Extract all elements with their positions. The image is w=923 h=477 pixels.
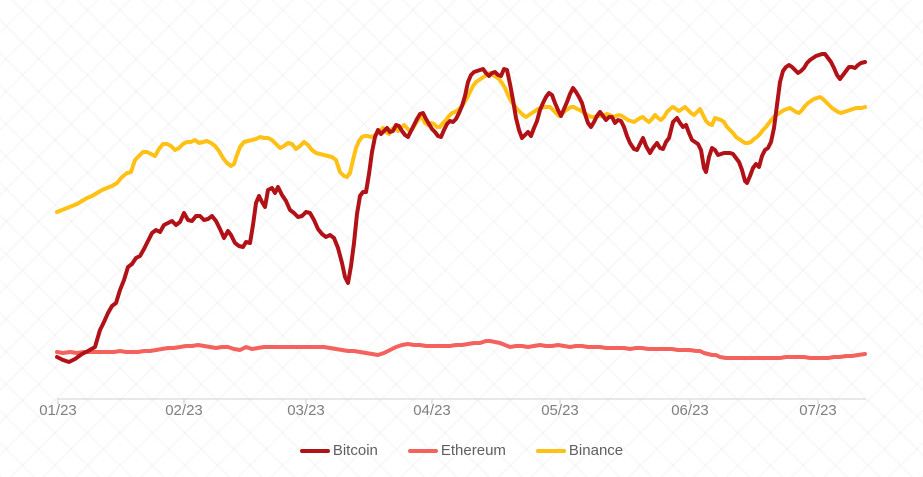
legend-marker-binance	[535, 449, 566, 453]
legend-marker-ethereum	[407, 449, 438, 453]
series-line-binance	[55, 71, 867, 214]
x-axis-label: 04/23	[413, 402, 451, 419]
legend-label: Bitcoin	[332, 442, 378, 459]
x-axis-label: 02/23	[165, 402, 203, 419]
series-line-bitcoin	[55, 52, 867, 364]
x-axis-label: 01/23	[39, 402, 77, 419]
x-axis-label: 06/23	[671, 402, 709, 419]
x-axis-label: 03/23	[287, 402, 325, 419]
x-axis-label: 07/23	[799, 402, 837, 419]
legend-label: Binance	[568, 442, 624, 459]
legend-item-bitcoin[interactable]: Bitcoin	[299, 442, 378, 460]
legend-marker-bitcoin	[299, 449, 330, 453]
chart-legend: Bitcoin Ethereum Binance	[0, 442, 923, 460]
legend-item-binance[interactable]: Binance	[535, 442, 624, 460]
x-axis-label: 05/23	[541, 402, 579, 419]
legend-item-ethereum[interactable]: Ethereum	[407, 442, 506, 460]
series-line-ethereum	[55, 339, 867, 360]
legend-label: Ethereum	[440, 442, 506, 459]
